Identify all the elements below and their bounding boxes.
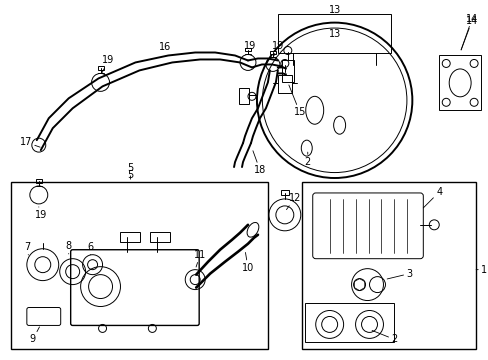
Bar bbox=[11, 182, 267, 349]
Text: 10: 10 bbox=[242, 252, 254, 273]
Bar bbox=[244, 48, 250, 51]
Text: 14: 14 bbox=[460, 15, 477, 50]
Bar bbox=[280, 190, 288, 195]
Text: 12: 12 bbox=[286, 193, 301, 210]
Text: 13: 13 bbox=[328, 5, 340, 15]
Bar bbox=[269, 50, 275, 54]
Text: 18: 18 bbox=[252, 151, 265, 175]
Bar bbox=[304, 302, 394, 342]
Text: 9: 9 bbox=[30, 327, 40, 345]
Bar bbox=[98, 67, 103, 71]
Bar bbox=[301, 182, 475, 349]
Bar bbox=[277, 14, 390, 54]
Bar bbox=[438, 55, 480, 110]
Text: 2: 2 bbox=[304, 152, 310, 167]
Bar bbox=[150, 232, 170, 242]
Text: 14: 14 bbox=[460, 14, 477, 50]
Bar bbox=[36, 179, 41, 183]
Text: 5: 5 bbox=[127, 170, 133, 180]
Text: 3: 3 bbox=[386, 269, 411, 279]
Text: 17: 17 bbox=[20, 137, 40, 147]
Text: 6: 6 bbox=[87, 242, 94, 255]
Text: 8: 8 bbox=[65, 241, 72, 254]
Text: 15: 15 bbox=[288, 85, 305, 117]
Text: 5: 5 bbox=[127, 163, 133, 179]
Text: 7: 7 bbox=[24, 242, 30, 255]
Text: 2: 2 bbox=[371, 330, 397, 345]
Text: 13: 13 bbox=[328, 28, 340, 39]
Text: 19: 19 bbox=[35, 207, 47, 220]
Bar bbox=[281, 60, 293, 82]
Text: 19: 19 bbox=[102, 55, 114, 73]
Text: 1: 1 bbox=[475, 265, 486, 275]
Text: 19: 19 bbox=[244, 41, 256, 55]
Bar bbox=[277, 75, 291, 93]
Text: 4: 4 bbox=[423, 187, 442, 208]
Bar bbox=[239, 88, 248, 104]
Bar bbox=[120, 232, 140, 242]
Text: 19: 19 bbox=[271, 41, 284, 56]
Text: 11: 11 bbox=[194, 250, 206, 267]
Text: 16: 16 bbox=[159, 41, 171, 51]
